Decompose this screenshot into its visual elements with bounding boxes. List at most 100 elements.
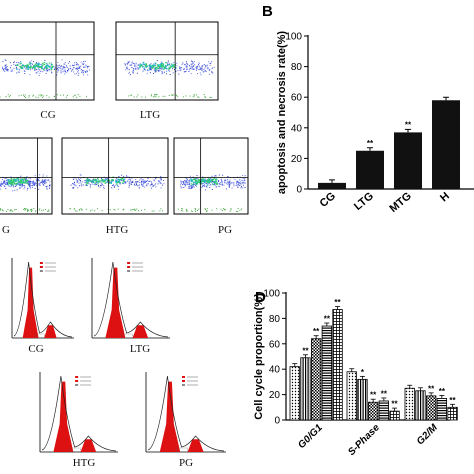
event-dot-dense xyxy=(7,179,10,181)
event-dot xyxy=(143,180,145,182)
event-dot xyxy=(240,187,242,189)
event-dot xyxy=(49,184,51,186)
event-dot-dense xyxy=(115,181,117,183)
event-dot-dense xyxy=(149,65,151,68)
event-dot xyxy=(139,63,141,65)
event-dot-dense xyxy=(159,64,162,66)
significance-mark: ** xyxy=(439,387,446,396)
event-dot xyxy=(186,61,187,63)
event-dot xyxy=(36,69,37,71)
event-dot xyxy=(48,185,50,186)
event-dot xyxy=(61,68,63,70)
event-dot xyxy=(131,61,133,63)
event-dot xyxy=(183,183,185,185)
event-dot xyxy=(37,67,39,69)
event-dot xyxy=(198,180,200,182)
event-dot-debris xyxy=(0,209,2,210)
event-dot-dense xyxy=(12,179,15,181)
event-dot xyxy=(231,187,233,189)
event-dot xyxy=(49,185,51,187)
bar-3-1 xyxy=(404,387,415,421)
event-dot xyxy=(141,180,142,182)
event-dot xyxy=(20,186,22,188)
event-dot xyxy=(205,70,207,72)
event-dot xyxy=(18,68,20,70)
event-dot xyxy=(139,179,141,181)
event-dot xyxy=(209,73,211,75)
histogram-2 xyxy=(91,258,170,339)
event-dot-dense xyxy=(12,184,14,186)
event-dot xyxy=(63,63,65,65)
event-dot xyxy=(190,63,192,65)
event-dot-dense xyxy=(145,63,147,66)
event-dot-debris xyxy=(37,96,39,98)
event-dot xyxy=(80,65,82,67)
event-dot xyxy=(7,69,9,71)
event-dot xyxy=(11,185,13,187)
event-dot xyxy=(46,70,48,72)
event-dot xyxy=(4,182,6,184)
event-dot-debris xyxy=(237,210,239,212)
event-dot-debris xyxy=(53,95,55,97)
event-dot xyxy=(150,187,152,189)
event-dot xyxy=(82,64,84,65)
event-dot xyxy=(167,60,169,62)
event-dot-dense xyxy=(21,178,23,180)
event-dot-dense xyxy=(214,180,216,182)
g1-peak xyxy=(53,381,74,452)
event-dot xyxy=(113,185,115,187)
panel-b-letter: B xyxy=(262,3,273,20)
event-dot xyxy=(41,182,43,183)
event-dot xyxy=(25,177,27,179)
event-dot xyxy=(160,182,162,184)
event-dot xyxy=(239,179,241,181)
event-dot xyxy=(190,65,192,67)
event-dot xyxy=(20,184,22,186)
event-dot xyxy=(192,185,194,187)
event-dot xyxy=(180,67,182,69)
legend-swatch xyxy=(75,376,79,378)
event-dot xyxy=(130,183,132,185)
event-dot xyxy=(162,68,164,70)
event-dot xyxy=(151,185,153,187)
event-dot xyxy=(240,183,242,185)
event-dot xyxy=(228,183,230,185)
event-dot-debris xyxy=(9,94,11,96)
event-dot xyxy=(101,177,102,179)
event-dot-debris xyxy=(25,97,27,98)
event-dot xyxy=(59,64,61,66)
y-tick-label: 40 xyxy=(269,365,281,376)
event-dot xyxy=(190,60,192,62)
event-dot xyxy=(160,179,162,181)
event-dot xyxy=(190,177,192,179)
event-dot-dense xyxy=(106,181,109,183)
event-dot xyxy=(185,182,186,184)
event-dot-dense xyxy=(43,69,45,71)
event-dot-debris xyxy=(60,94,62,96)
event-dot xyxy=(99,181,101,183)
event-dot-dense xyxy=(106,179,109,181)
event-dot xyxy=(142,185,144,187)
bar-3-4 xyxy=(436,398,448,421)
event-dot xyxy=(79,68,81,69)
event-dot xyxy=(137,181,139,182)
event-dot xyxy=(188,180,190,182)
event-dot xyxy=(203,181,205,183)
event-dot-debris xyxy=(210,96,212,98)
event-dot-dense xyxy=(191,179,193,181)
event-dot xyxy=(244,175,246,177)
event-dot xyxy=(187,181,189,183)
event-dot xyxy=(206,67,208,69)
event-dot xyxy=(79,185,81,187)
event-dot-debris xyxy=(230,208,232,210)
event-dot-dense xyxy=(145,63,147,65)
event-dot xyxy=(106,180,108,182)
event-dot-debris xyxy=(236,210,237,212)
plot-label-g: G xyxy=(2,224,10,236)
event-dot-debris xyxy=(40,94,42,96)
event-dot xyxy=(186,66,188,68)
event-dot xyxy=(29,184,31,186)
event-dot-dense xyxy=(25,65,27,67)
event-dot-debris xyxy=(191,211,193,212)
event-dot xyxy=(78,72,80,74)
